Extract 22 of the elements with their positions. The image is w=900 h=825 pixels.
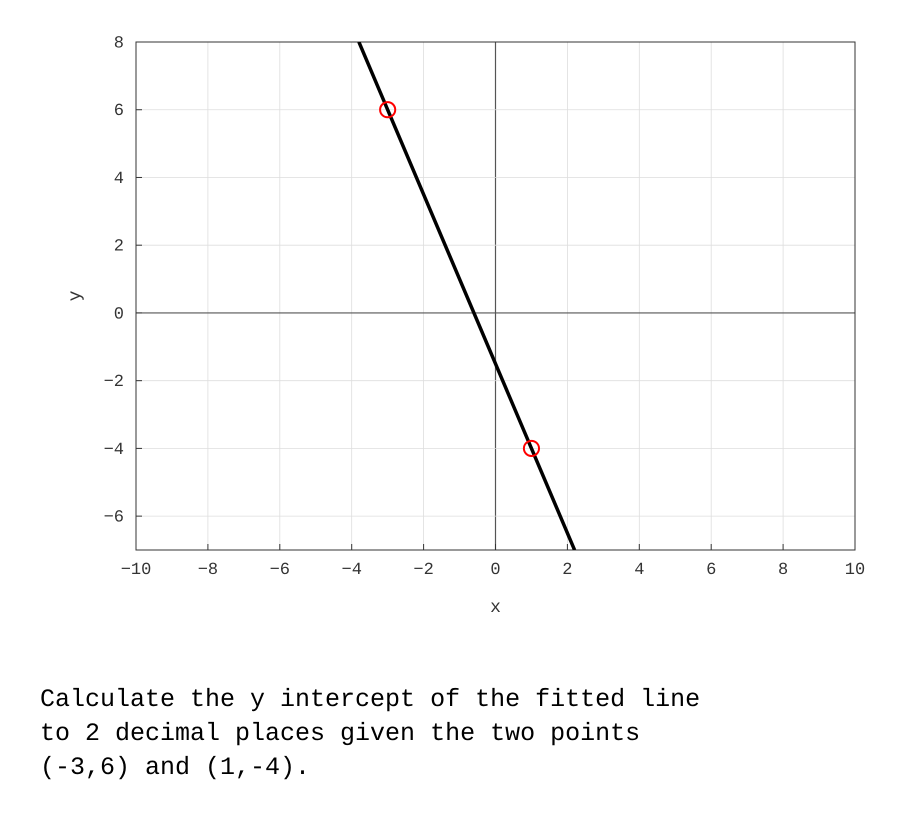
x-tick-label: −4 [341,561,362,580]
y-tick-label: 4 [114,170,124,189]
x-tick-label: 8 [778,561,788,580]
x-tick-label: −10 [120,561,152,580]
x-tick-label: −6 [270,561,290,580]
y-tick-label: 0 [114,305,124,324]
y-tick-label: −4 [104,440,124,460]
x-axis-title: x [490,598,501,618]
y-tick-label: 8 [114,34,124,54]
text: Calculate the y intercept of the fitted line to 2 decimal places given the two points (-3,6) and (1,-4). [40,685,700,782]
x-tick-label: −8 [198,561,218,580]
x-tick-label: 0 [490,561,501,580]
y-tick-label: 6 [114,102,124,122]
y-tick-label: −2 [104,373,124,392]
y-tick-label: 2 [114,238,124,257]
y-tick-label: −6 [104,508,124,528]
y-axis-title: y [66,290,86,302]
x-tick-label: 4 [634,561,644,580]
x-tick-label: 10 [844,561,866,580]
x-tick-label: 6 [706,561,716,580]
x-tick-label: 2 [562,561,572,580]
x-tick-label: −2 [413,561,434,580]
